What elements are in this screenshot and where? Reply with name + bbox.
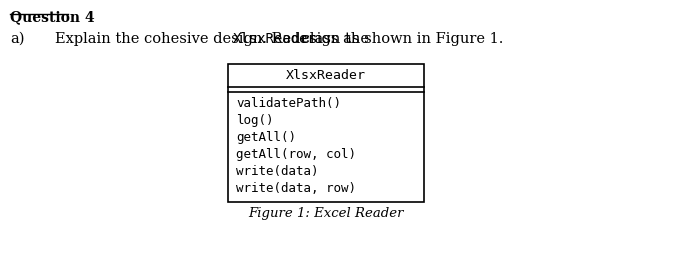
Text: Explain the cohesive design. Redesign the: Explain the cohesive design. Redesign th… — [55, 32, 374, 46]
Text: getAll(row, col): getAll(row, col) — [236, 148, 356, 161]
Text: Question 4: Question 4 — [10, 10, 95, 24]
Text: class as shown in Figure 1.: class as shown in Figure 1. — [297, 32, 503, 46]
Text: XlsxReader: XlsxReader — [286, 69, 366, 82]
Text: Figure 1: Excel Reader: Figure 1: Excel Reader — [248, 207, 404, 220]
Text: write(data): write(data) — [236, 165, 319, 178]
Bar — [228, 64, 424, 202]
Text: a): a) — [10, 32, 24, 46]
Text: getAll(): getAll() — [236, 131, 296, 144]
Text: XlsxReader: XlsxReader — [233, 32, 317, 46]
Text: log(): log() — [236, 114, 273, 127]
Text: validatePath(): validatePath() — [236, 97, 341, 110]
Text: write(data, row): write(data, row) — [236, 182, 356, 195]
